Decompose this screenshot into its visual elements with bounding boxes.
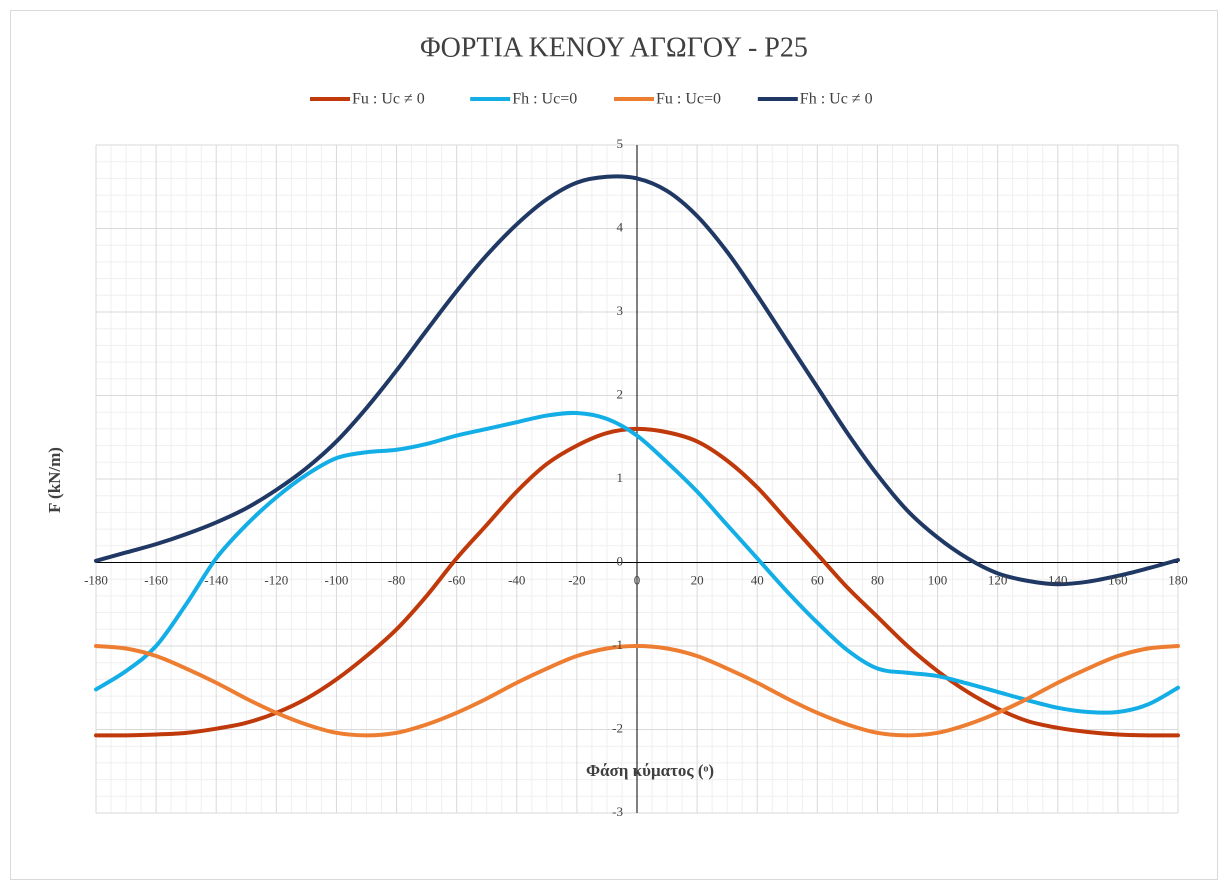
x-tick-label: -120 [264,573,288,588]
series-line [94,174,1180,587]
x-tick-label: 60 [811,573,824,588]
y-tick-label: 2 [617,386,624,401]
y-tick-label: 0 [617,553,624,568]
x-tick-label: 120 [988,573,1008,588]
x-tick-label: 80 [871,573,884,588]
y-tick-label: -3 [612,804,623,819]
x-tick-label: -160 [144,573,168,588]
series-line [94,644,1180,738]
plot-lines [94,174,1180,738]
legend-label: Fu : Uc=0 [656,91,721,108]
legend-label: Fu : Uc ≠ 0 [352,91,425,108]
series-line [94,410,1180,715]
x-axis-title: Φάση κύματος (ᵒ) [586,761,714,780]
x-tick-label: 180 [1168,573,1188,588]
y-tick-label: 3 [617,303,624,318]
y-tick-label: -2 [612,720,623,735]
grid [95,144,1179,814]
x-tick-label: 0 [634,573,641,588]
chart-frame [10,10,1218,880]
x-tick-label: 140 [1048,573,1068,588]
legend-label: Fh : Uc=0 [512,91,577,108]
x-tick-label: 20 [691,573,704,588]
x-tick-label: -80 [388,573,405,588]
labels: -180 -160 -140 -120 -100 -80 -60 -40 -20 0 20 40 60 8… [84,91,1188,819]
y-tick-label: -1 [612,637,623,652]
x-tick-label: 40 [751,573,764,588]
x-tick-label: 100 [928,573,948,588]
x-tick-label: -40 [508,573,525,588]
y-tick-label: 1 [617,470,624,485]
y-tick-label: 5 [617,136,624,151]
x-tick-label: 160 [1108,573,1128,588]
x-tick-label: -140 [204,573,228,588]
y-axis-title: F (kN/m) [45,447,64,513]
legend-label: Fh : Uc ≠ 0 [800,91,873,108]
y-tick-label: 4 [617,219,624,234]
x-tick-label: -180 [84,573,108,588]
x-tick-label: -20 [568,573,585,588]
chart-title: ΦΟΡΤΙΑ ΚΕΝΟΥ ΑΓΩΓΟΥ - P25 [420,32,808,63]
x-tick-label: -60 [448,573,465,588]
x-tick-label: -100 [325,573,349,588]
